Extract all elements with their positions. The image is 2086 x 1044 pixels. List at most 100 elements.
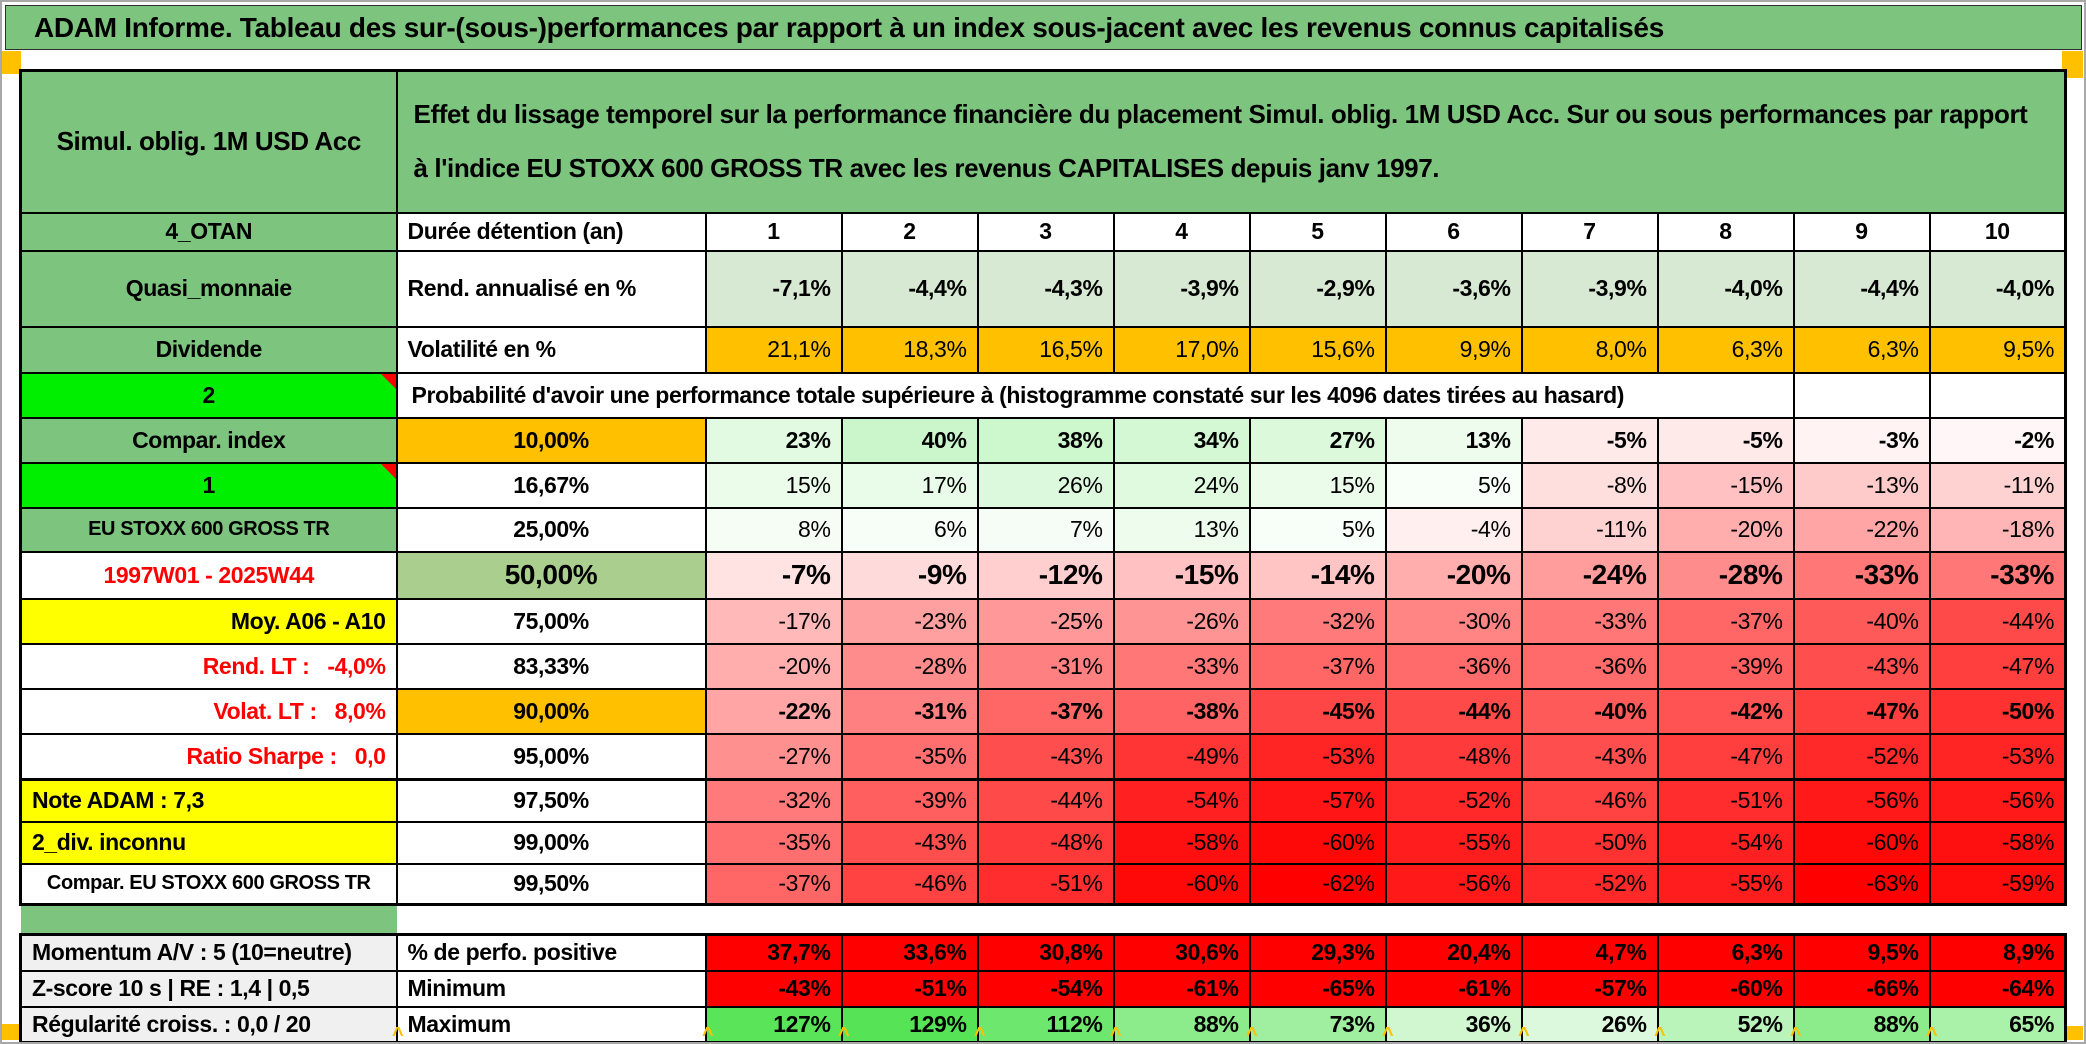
value-cell[interactable]: -43% [1520, 732, 1659, 781]
value-cell[interactable]: 8,9% [1928, 933, 2067, 972]
value-cell[interactable]: -50% [1928, 687, 2067, 735]
value-cell[interactable]: -17% [704, 597, 843, 645]
value-cell[interactable]: 9,5% [1792, 933, 1931, 972]
value-cell[interactable]: -61% [1384, 969, 1523, 1008]
value-cell[interactable]: -36% [1520, 642, 1659, 690]
value-cell[interactable]: -43% [976, 732, 1115, 781]
row-label-note-adam[interactable]: Note ADAM : 7,3 [19, 778, 398, 823]
value-cell[interactable]: 13% [1384, 416, 1523, 464]
value-cell[interactable]: -45% [1248, 687, 1387, 735]
value-cell[interactable]: -60% [1656, 969, 1795, 1008]
value-cell[interactable]: -11% [1928, 461, 2067, 509]
value-cell[interactable]: 6,3% [1792, 325, 1931, 374]
value-cell[interactable]: -27% [704, 732, 843, 781]
cell-quantile-1667[interactable]: 16,67% [395, 461, 707, 509]
cell-header-description[interactable]: Effet du lissage temporel sur la perform… [395, 69, 2067, 214]
value-cell[interactable]: 18,3% [840, 325, 979, 374]
value-cell[interactable]: -30% [1384, 597, 1523, 645]
row-label-momentum[interactable]: Momentum A/V : 5 (10=neutre) [19, 933, 398, 972]
value-cell[interactable]: 8% [704, 506, 843, 553]
value-cell[interactable]: -4,4% [840, 249, 979, 328]
value-cell[interactable]: -7% [704, 550, 843, 600]
value-cell[interactable]: -7,1% [704, 249, 843, 328]
value-cell[interactable]: 21,1% [704, 325, 843, 374]
value-cell[interactable]: 17% [840, 461, 979, 509]
value-cell[interactable]: -54% [976, 969, 1115, 1008]
value-cell[interactable]: -51% [840, 969, 979, 1008]
value-cell[interactable]: 30,8% [976, 933, 1115, 972]
value-cell[interactable]: -13% [1792, 461, 1931, 509]
value-cell[interactable]: 33,6% [840, 933, 979, 972]
value-cell[interactable]: 88% [1112, 1005, 1251, 1042]
value-cell[interactable]: -57% [1520, 969, 1659, 1008]
value-cell[interactable]: -11% [1520, 506, 1659, 553]
value-cell[interactable]: 112% [976, 1005, 1115, 1042]
value-cell[interactable]: -60% [1248, 820, 1387, 865]
cell-quantile-995[interactable]: 99,50% [395, 862, 707, 906]
value-cell[interactable]: -43% [704, 969, 843, 1008]
value-cell[interactable]: 5 [1248, 211, 1387, 252]
value-cell[interactable]: 2 [840, 211, 979, 252]
value-cell[interactable]: -47% [1656, 732, 1795, 781]
value-cell[interactable]: -53% [1928, 732, 2067, 781]
value-cell[interactable]: 6 [1384, 211, 1523, 252]
value-cell[interactable]: 16,5% [976, 325, 1115, 374]
value-cell[interactable]: -49% [1112, 732, 1251, 781]
value-cell[interactable]: -15% [1656, 461, 1795, 509]
value-cell[interactable]: 8,0% [1520, 325, 1659, 374]
value-cell[interactable]: -31% [976, 642, 1115, 690]
value-cell[interactable]: -58% [1112, 820, 1251, 865]
value-cell[interactable]: -3,9% [1112, 249, 1251, 328]
value-cell[interactable]: -63% [1792, 862, 1931, 906]
value-cell[interactable]: -47% [1928, 642, 2067, 690]
value-cell[interactable]: 7 [1520, 211, 1659, 252]
value-cell[interactable]: -22% [704, 687, 843, 735]
value-cell[interactable]: -52% [1520, 862, 1659, 906]
value-cell[interactable]: -48% [976, 820, 1115, 865]
value-cell[interactable]: -37% [1248, 642, 1387, 690]
empty-cell[interactable] [1928, 371, 2067, 419]
value-cell[interactable]: -33% [1520, 597, 1659, 645]
cell-probabilite-caption[interactable]: Probabilité d'avoir une performance tota… [395, 371, 1795, 419]
value-cell[interactable]: -51% [1656, 778, 1795, 823]
value-cell[interactable]: -20% [1656, 506, 1795, 553]
value-cell[interactable]: -55% [1656, 862, 1795, 906]
value-cell[interactable]: 1 [704, 211, 843, 252]
value-cell[interactable]: -58% [1928, 820, 2067, 865]
value-cell[interactable]: 3 [976, 211, 1115, 252]
value-cell[interactable]: 36% [1384, 1005, 1523, 1042]
cell-volatilite[interactable]: Volatilité en % [395, 325, 707, 374]
value-cell[interactable]: -61% [1112, 969, 1251, 1008]
value-cell[interactable]: -56% [1792, 778, 1931, 823]
value-cell[interactable]: -60% [1112, 862, 1251, 906]
value-cell[interactable]: -4,0% [1928, 249, 2067, 328]
value-cell[interactable]: 20,4% [1384, 933, 1523, 972]
value-cell[interactable]: 13% [1112, 506, 1251, 553]
value-cell[interactable]: 52% [1656, 1005, 1795, 1042]
cell-maximum[interactable]: Maximum [395, 1005, 707, 1042]
value-cell[interactable]: -38% [1112, 687, 1251, 735]
value-cell[interactable]: -32% [704, 778, 843, 823]
value-cell[interactable]: 29,3% [1248, 933, 1387, 972]
value-cell[interactable]: 17,0% [1112, 325, 1251, 374]
value-cell[interactable]: -65% [1248, 969, 1387, 1008]
cell-quantile-25[interactable]: 25,00% [395, 506, 707, 553]
value-cell[interactable]: -44% [976, 778, 1115, 823]
row-label-eu-stoxx[interactable]: EU STOXX 600 GROSS TR [19, 506, 398, 553]
cell-quantile-90[interactable]: 90,00% [395, 687, 707, 735]
value-cell[interactable]: -4,0% [1656, 249, 1795, 328]
value-cell[interactable]: -33% [1928, 550, 2067, 600]
value-cell[interactable]: -50% [1520, 820, 1659, 865]
row-label-1[interactable]: 1 [19, 461, 398, 509]
value-cell[interactable]: -47% [1792, 687, 1931, 735]
value-cell[interactable]: 6,3% [1656, 325, 1795, 374]
value-cell[interactable]: -24% [1520, 550, 1659, 600]
value-cell[interactable]: -4% [1384, 506, 1523, 553]
value-cell[interactable]: -53% [1248, 732, 1387, 781]
value-cell[interactable]: -31% [840, 687, 979, 735]
value-cell[interactable]: -28% [840, 642, 979, 690]
row-label-2div-inconnu[interactable]: 2_div. inconnu [19, 820, 398, 865]
value-cell[interactable]: -25% [976, 597, 1115, 645]
value-cell[interactable]: -39% [1656, 642, 1795, 690]
cell-quantile-975[interactable]: 97,50% [395, 778, 707, 823]
